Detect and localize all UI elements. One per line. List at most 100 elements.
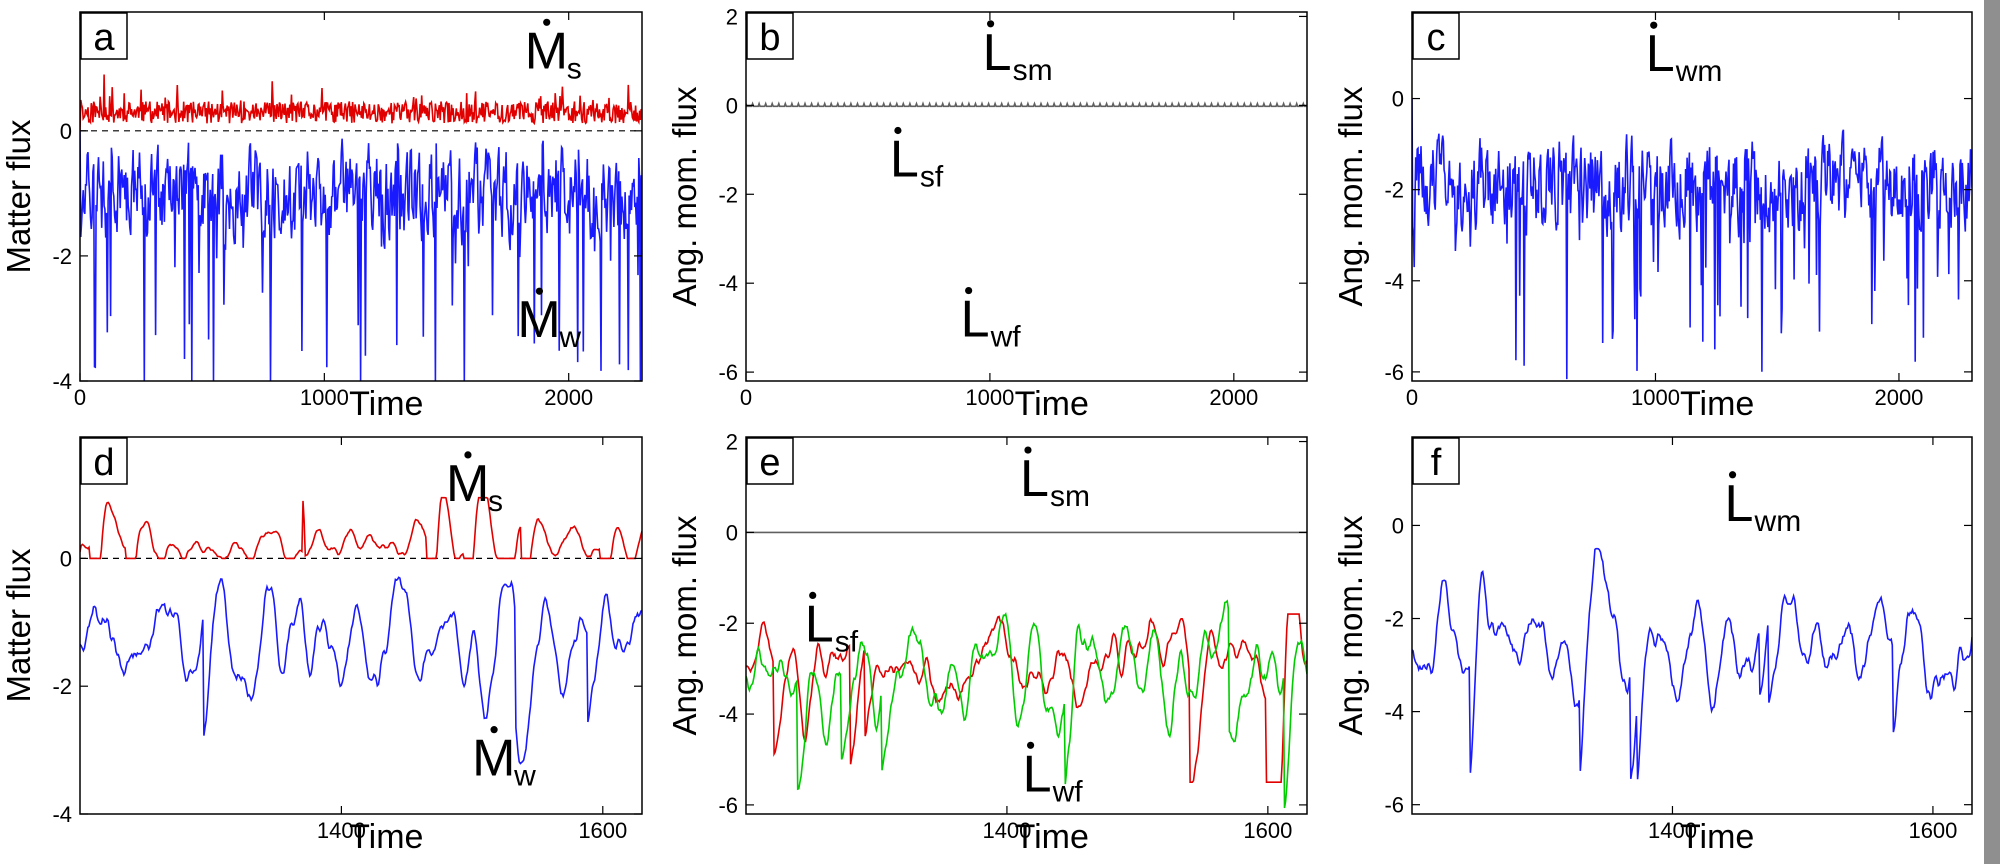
annotation-symbol: M	[525, 22, 568, 80]
annotation-subscript: sf	[920, 160, 944, 193]
y-tick-label: -6	[718, 360, 738, 385]
annotation-subscript: sm	[1013, 54, 1053, 87]
y-tick-label: 2	[726, 4, 738, 29]
series-m-w	[80, 576, 642, 765]
axes-frame	[745, 436, 1308, 815]
x-tick-label: 1600	[1243, 818, 1292, 843]
panel-label: f	[1431, 442, 1442, 484]
annotation-symbol: L	[1646, 25, 1675, 83]
annotation-dot	[1650, 21, 1658, 29]
annotation-m-s: Ms	[446, 451, 503, 518]
annotation-subscript: s	[567, 52, 582, 85]
y-tick-label: 0	[1392, 87, 1404, 112]
y-tick-label: -4	[52, 369, 72, 394]
annotation-m-w: Mw	[517, 287, 581, 354]
series-l-wf	[746, 599, 1307, 809]
y-tick-label: -6	[718, 793, 738, 818]
y-axis-label: Ang. mom. flux	[1332, 515, 1369, 736]
x-axis-label: Time	[1680, 818, 1754, 856]
annotation-dot	[1024, 446, 1032, 454]
annotation-m-w: Mw	[472, 726, 536, 793]
x-tick-label: 2000	[1209, 385, 1258, 410]
panel-label-box	[1412, 437, 1460, 485]
panel-label-box	[746, 437, 794, 485]
y-axis-label: Matter flux	[0, 119, 37, 274]
x-tick-label: 0	[1406, 385, 1418, 410]
annotation-symbol: M	[472, 730, 515, 788]
series-m-s	[80, 74, 642, 131]
annotation-dot	[464, 451, 472, 459]
annotation-dot	[894, 126, 902, 135]
y-axis-label: Ang. mom. flux	[1332, 86, 1369, 307]
y-tick-label: -2	[718, 182, 738, 207]
panel-label-box	[80, 437, 128, 485]
x-tick-label: 1400	[317, 818, 366, 843]
annotation-symbol: L	[1020, 450, 1049, 508]
axes-frame	[79, 436, 643, 815]
annotation-subscript: wf	[990, 321, 1022, 354]
annotation-dot	[1728, 471, 1737, 479]
y-tick-label: -4	[718, 271, 738, 296]
x-tick-label: 1600	[1908, 818, 1957, 843]
x-axis-label: Time	[349, 385, 423, 423]
x-tick-label: 1400	[1648, 818, 1697, 843]
axes-frame	[1411, 436, 1973, 815]
y-tick-label: -6	[1384, 793, 1404, 818]
x-tick-label: 1400	[982, 818, 1031, 843]
annotation-symbol: L	[983, 24, 1012, 82]
y-tick-label: 0	[726, 93, 738, 118]
series-l-wm	[1412, 547, 1972, 780]
x-axis-label: Time	[1015, 385, 1089, 423]
x-tick-label: 2000	[544, 385, 593, 410]
series-m-s	[80, 496, 642, 560]
annotation-dot	[809, 591, 817, 599]
y-tick-label: -4	[1384, 269, 1404, 294]
x-tick-label: 0	[74, 385, 86, 410]
annotation-dot	[535, 287, 543, 295]
series-l-wm	[1412, 98, 1972, 380]
series-m-w	[80, 130, 642, 381]
panel-f: 1400 1600 -6 -4 -2 0 Time Ang. mom. flux f L wm	[1332, 436, 1973, 856]
x-tick-label: 1000	[1631, 385, 1680, 410]
x-axis-label: Time	[1015, 818, 1089, 856]
y-tick-label: -2	[52, 674, 72, 699]
y-tick-label: 0	[60, 546, 72, 571]
annotation-dot	[965, 286, 973, 295]
y-tick-label: -4	[1384, 700, 1404, 725]
y-axis-label: Ang. mom. flux	[666, 86, 703, 307]
annotation-symbol: M	[446, 455, 489, 513]
annotation-symbol: L	[805, 595, 834, 653]
annotation-symbol: L	[961, 291, 990, 349]
x-tick-label: 1000	[965, 385, 1014, 410]
y-tick-label: -2	[1384, 178, 1404, 203]
annotation-subscript: w	[558, 321, 581, 354]
annotation-dot	[543, 18, 551, 26]
annotation-subscript: wm	[1675, 55, 1723, 88]
edge-bar	[1984, 0, 2000, 864]
annotation-symbol: L	[890, 130, 919, 188]
x-tick-label: 2000	[1874, 385, 1923, 410]
annotation-m-s: Ms	[525, 18, 582, 85]
panel-label: d	[93, 442, 114, 484]
panel-label-box	[80, 12, 128, 60]
annotation-symbol: M	[517, 291, 560, 349]
annotation-subscript: sf	[835, 625, 859, 658]
annotation-subscript: wf	[1052, 775, 1084, 808]
y-tick-label: -2	[718, 611, 738, 636]
series-l-sm	[746, 101, 1307, 108]
panel-label-box	[1412, 12, 1460, 60]
axes-frame	[1411, 11, 1973, 382]
y-tick-label: 0	[726, 520, 738, 545]
y-tick-label: 0	[60, 119, 72, 144]
y-tick-label: -4	[52, 802, 72, 827]
axes-frame	[79, 11, 643, 382]
annotation-symbol: L	[1725, 475, 1754, 533]
annotation-dot	[1026, 741, 1035, 749]
